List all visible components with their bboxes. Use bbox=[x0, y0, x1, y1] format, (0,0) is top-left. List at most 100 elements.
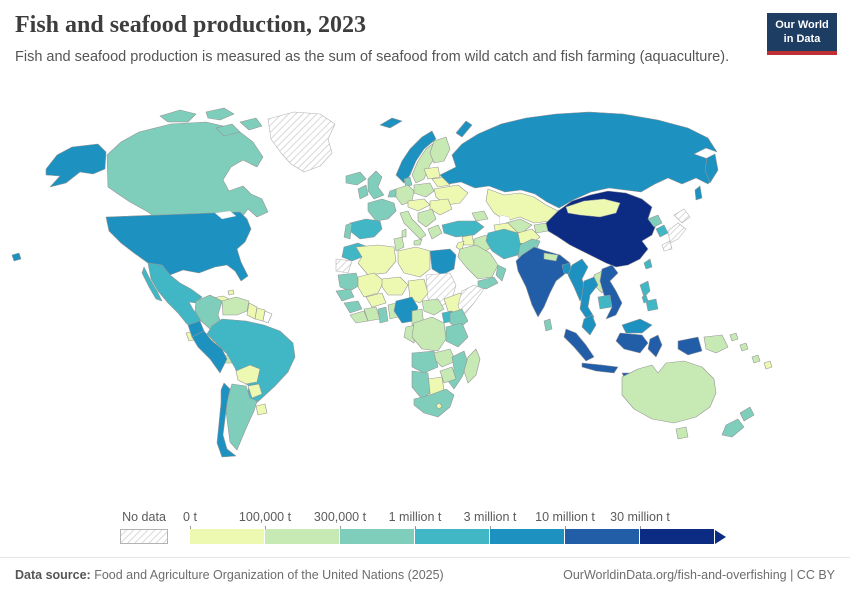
country-taiwan[interactable] bbox=[643, 258, 653, 270]
country-north-korea[interactable] bbox=[647, 214, 663, 228]
country-united-states[interactable] bbox=[105, 211, 252, 282]
country-chile[interactable] bbox=[216, 382, 237, 458]
country-egypt[interactable] bbox=[429, 248, 457, 276]
country-niger[interactable] bbox=[381, 276, 409, 296]
country-uruguay[interactable] bbox=[255, 403, 268, 416]
country-portugal[interactable] bbox=[343, 222, 353, 240]
country-iran[interactable] bbox=[485, 228, 525, 260]
country-france[interactable] bbox=[367, 198, 397, 222]
legend-color-segment[interactable] bbox=[640, 529, 715, 544]
country-alaska[interactable] bbox=[45, 143, 107, 188]
country-indonesia-sulawesi[interactable] bbox=[647, 334, 663, 358]
country-united-kingdom[interactable] bbox=[367, 170, 385, 200]
owid-logo[interactable]: Our World in Data bbox=[767, 13, 837, 55]
country-angola[interactable] bbox=[411, 350, 439, 374]
country-canada-island[interactable] bbox=[239, 117, 263, 131]
legend-color-segment[interactable] bbox=[415, 529, 490, 544]
country-central-europe[interactable] bbox=[407, 198, 431, 212]
country-romania-bulgaria[interactable] bbox=[429, 198, 453, 216]
country-novaya-zemlya[interactable] bbox=[455, 120, 473, 138]
country-mexico-baja[interactable] bbox=[141, 266, 163, 302]
country-paraguay[interactable] bbox=[247, 383, 263, 399]
country-tunisia[interactable] bbox=[393, 236, 405, 252]
country-malaysia-east[interactable] bbox=[621, 318, 653, 334]
country-australia[interactable] bbox=[621, 360, 717, 424]
country-turkey[interactable] bbox=[441, 220, 485, 238]
country-madagascar[interactable] bbox=[463, 348, 481, 384]
country-oman[interactable] bbox=[495, 264, 507, 282]
country-malaysia-west[interactable] bbox=[581, 314, 597, 336]
country-ireland[interactable] bbox=[357, 184, 369, 200]
country-vietnam[interactable] bbox=[599, 264, 623, 320]
country-french-guiana[interactable] bbox=[262, 310, 273, 324]
country-tanzania[interactable] bbox=[445, 322, 469, 348]
legend-color-segment[interactable] bbox=[190, 529, 265, 544]
country-png-islands[interactable] bbox=[729, 332, 739, 342]
country-drc[interactable] bbox=[411, 316, 447, 352]
country-hawaii[interactable] bbox=[11, 252, 22, 262]
country-sicily[interactable] bbox=[413, 238, 423, 246]
country-yemen[interactable] bbox=[477, 276, 499, 290]
country-saudi-arabia[interactable] bbox=[457, 244, 499, 280]
legend-color-segment[interactable] bbox=[565, 529, 640, 544]
country-japan-hokkaido[interactable] bbox=[673, 208, 691, 224]
legend-color-segment[interactable] bbox=[340, 529, 415, 544]
country-nepal[interactable] bbox=[543, 252, 559, 262]
country-thailand[interactable] bbox=[579, 276, 599, 322]
country-new-zealand-south[interactable] bbox=[721, 418, 745, 438]
country-burkina-faso[interactable] bbox=[365, 292, 387, 308]
country-balkans[interactable] bbox=[417, 208, 437, 228]
country-greenland[interactable] bbox=[267, 111, 336, 173]
country-canada-island[interactable] bbox=[205, 107, 235, 121]
legend-no-data[interactable]: No data bbox=[120, 510, 168, 549]
country-ghana[interactable] bbox=[377, 306, 389, 324]
country-canada-island[interactable] bbox=[215, 123, 241, 137]
country-libya[interactable] bbox=[397, 246, 431, 278]
country-russia[interactable] bbox=[439, 111, 718, 209]
country-benelux[interactable] bbox=[387, 188, 397, 198]
country-fiji[interactable] bbox=[763, 360, 773, 370]
country-iceland[interactable] bbox=[345, 171, 367, 186]
country-guinea[interactable] bbox=[343, 300, 363, 314]
country-india[interactable] bbox=[515, 246, 571, 318]
country-canada[interactable] bbox=[106, 121, 269, 228]
country-zambia[interactable] bbox=[433, 348, 457, 368]
country-kyrgyzstan-tajikistan[interactable] bbox=[533, 222, 549, 234]
country-baltics[interactable] bbox=[423, 166, 441, 180]
country-finland[interactable] bbox=[429, 136, 451, 164]
country-solomon-islands[interactable] bbox=[739, 342, 749, 352]
country-central-african-republic[interactable] bbox=[421, 298, 445, 316]
country-south-africa[interactable] bbox=[413, 388, 455, 418]
country-sardinia[interactable] bbox=[401, 228, 407, 238]
legend-color-segment[interactable] bbox=[490, 529, 565, 544]
country-philippines-mindanao[interactable] bbox=[645, 298, 659, 312]
country-denmark[interactable] bbox=[403, 176, 413, 188]
country-mali[interactable] bbox=[357, 272, 385, 298]
country-poland[interactable] bbox=[413, 182, 435, 198]
country-canada-island[interactable] bbox=[159, 109, 197, 123]
country-indonesia-sumatra[interactable] bbox=[563, 328, 595, 362]
country-algeria[interactable] bbox=[355, 244, 397, 276]
country-somalia[interactable] bbox=[457, 284, 485, 318]
country-papua-new-guinea[interactable] bbox=[703, 334, 729, 354]
country-bolivia[interactable] bbox=[235, 364, 261, 385]
country-senegal[interactable] bbox=[335, 288, 355, 302]
country-new-zealand-north[interactable] bbox=[739, 406, 755, 422]
country-venezuela[interactable] bbox=[221, 296, 250, 316]
country-spain[interactable] bbox=[349, 218, 383, 240]
country-sri-lanka[interactable] bbox=[543, 318, 553, 332]
country-indonesia-java[interactable] bbox=[581, 362, 619, 374]
country-namibia[interactable] bbox=[411, 370, 431, 400]
country-south-korea[interactable] bbox=[655, 224, 669, 238]
country-japan-kyushu[interactable] bbox=[661, 240, 673, 252]
country-italy[interactable] bbox=[399, 210, 427, 240]
country-western-sahara[interactable] bbox=[335, 258, 353, 274]
attribution-link[interactable]: OurWorldinData.org/fish-and-overfishing … bbox=[563, 568, 835, 582]
country-japan-honshu[interactable] bbox=[667, 222, 687, 244]
country-vanuatu[interactable] bbox=[751, 354, 761, 364]
country-svalbard[interactable] bbox=[379, 117, 403, 129]
country-tasmania[interactable] bbox=[675, 426, 689, 440]
country-philippines-luzon[interactable] bbox=[639, 280, 651, 298]
country-mauritania[interactable] bbox=[337, 272, 361, 292]
country-greece[interactable] bbox=[427, 224, 443, 240]
